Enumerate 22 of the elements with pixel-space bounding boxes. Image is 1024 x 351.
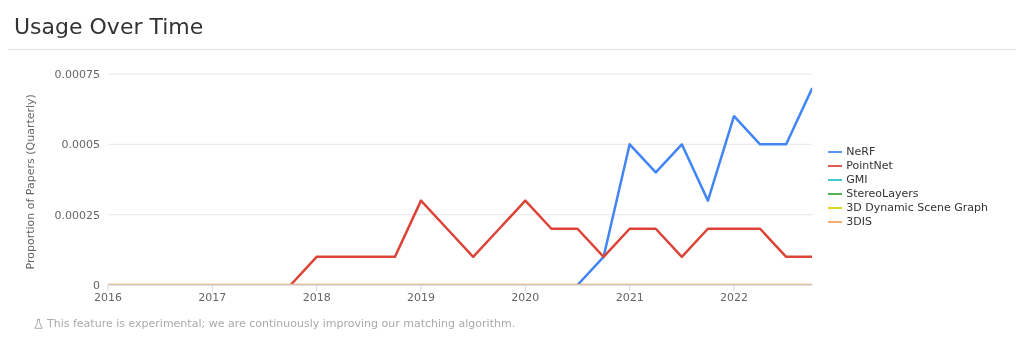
x-tick-label: 2019 — [407, 290, 435, 304]
x-tick-label: 2022 — [720, 290, 748, 304]
x-tick-label: 2020 — [511, 290, 540, 304]
x-tick-label: 2018 — [302, 290, 331, 304]
x-tick-label: 2016 — [94, 290, 122, 304]
line-series — [576, 86, 813, 285]
x-tick-label: 2017 — [198, 290, 227, 304]
y-tick-label: 0.0005 — [61, 138, 100, 152]
y-tick-label: 0 — [93, 278, 100, 292]
y-tick-label: 0.00075 — [54, 67, 100, 81]
legend-label: NeRF — [846, 144, 876, 158]
y-tick-label: 0.00025 — [54, 208, 100, 222]
legend-label: GMI — [846, 172, 868, 186]
line-series — [289, 199, 813, 285]
y-axis-title: Proportion of Papers (Quarterly) — [23, 94, 37, 270]
legend-label: 3DIS — [846, 214, 872, 228]
x-tick-label: 2021 — [615, 290, 644, 304]
chart-title: Usage Over Time — [13, 13, 205, 41]
legend-label: 3D Dynamic Scene Graph — [846, 200, 988, 214]
text: This feature is experimental; we are continuously improving our matching algorithm. — [47, 317, 516, 330]
legend-label: PointNet — [846, 158, 893, 172]
legend-label: StereoLayers — [846, 186, 919, 200]
